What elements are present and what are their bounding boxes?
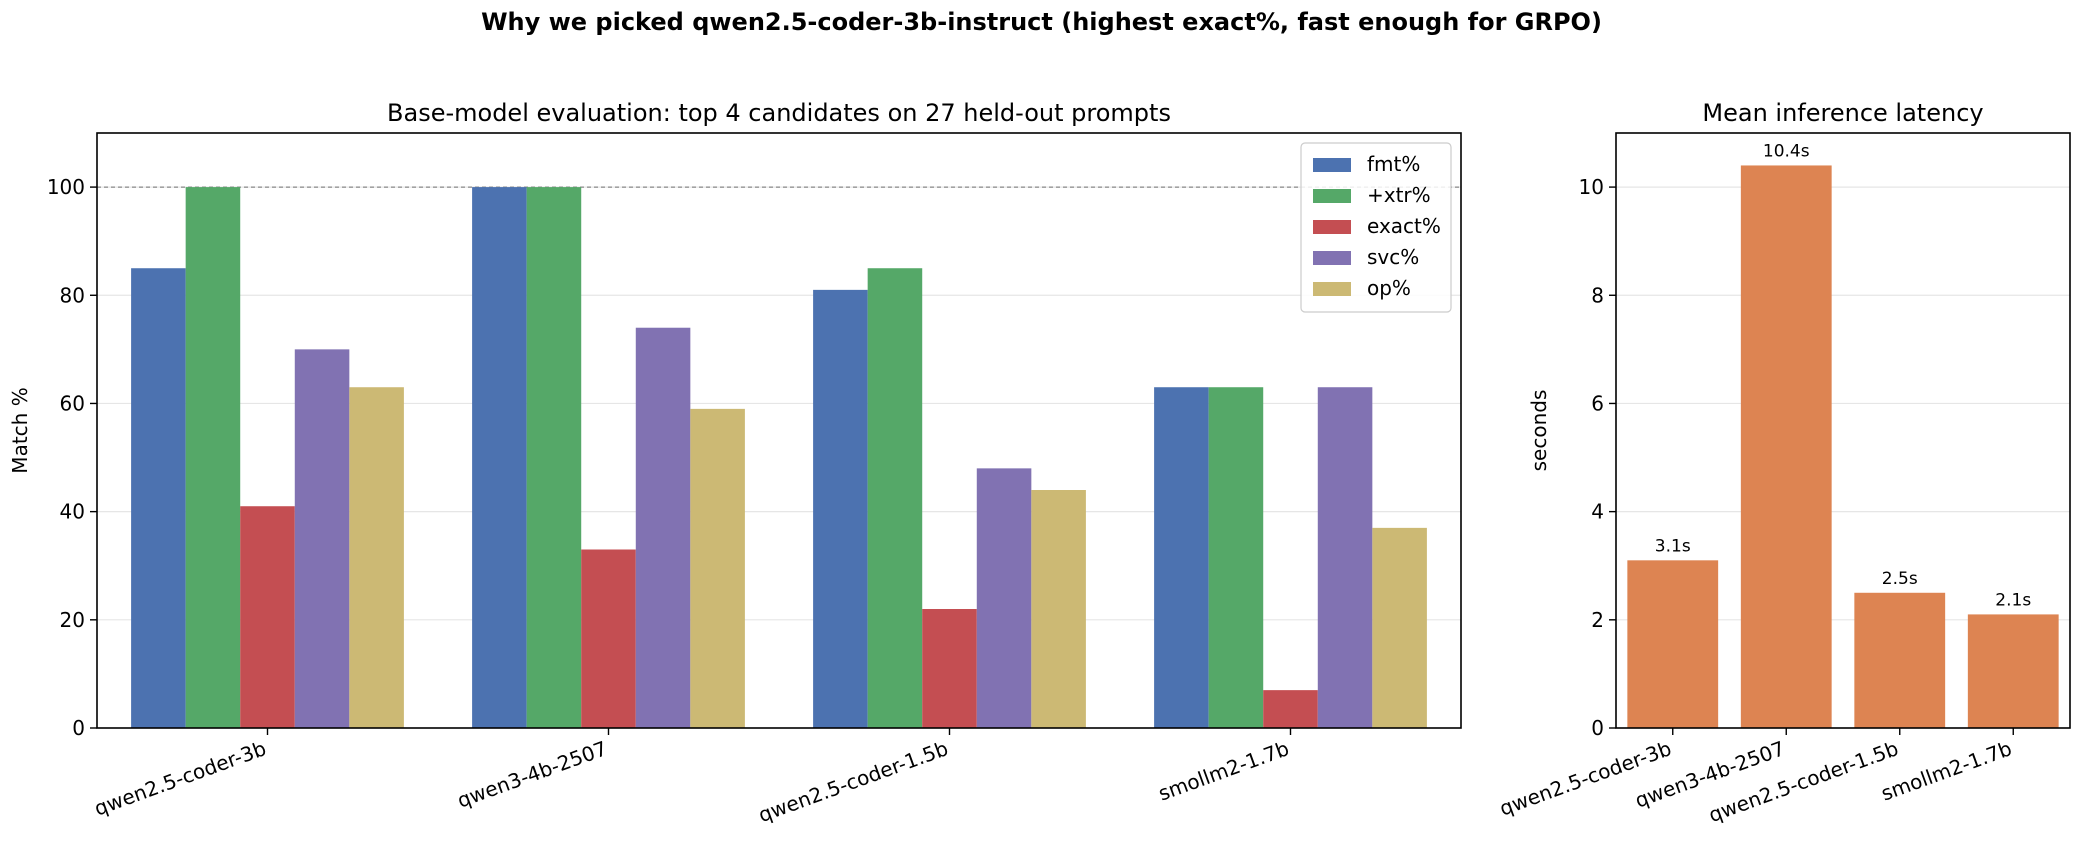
match-xtick-label-qwen2-5-coder-3b: qwen2.5-coder-3b [91, 736, 269, 820]
legend-swatch-op [1313, 282, 1351, 296]
bar-fmt-qwen2-5-coder-1-5b [813, 289, 868, 728]
latency-bar-smollm2-1-7b [1967, 614, 2059, 728]
bar-op-qwen2-5-coder-3b [349, 387, 404, 728]
legend-label-op: op% [1367, 276, 1411, 300]
bar-svc-qwen3-4b-2507 [635, 327, 691, 728]
legend-label-fmt: fmt% [1367, 152, 1420, 176]
bar-svc-qwen2-5-coder-3b [294, 349, 350, 728]
legend-swatch-fmt [1313, 158, 1351, 172]
bar-exact-qwen3-4b-2507 [581, 549, 636, 728]
bar-exact-qwen2-5-coder-1-5b [922, 609, 977, 728]
match-title: Base-model evaluation: top 4 candidates … [387, 99, 1171, 127]
match-axes-frame [96, 132, 1462, 729]
latency-value-label-qwen2-5-coder-3b: 3.1s [1655, 536, 1691, 556]
latency-chart-panel: 3.1s10.4s2.5s2.1s0246810qwen2.5-coder-3b… [1496, 99, 2071, 827]
bar-svc-qwen2-5-coder-1-5b [976, 468, 1032, 728]
bar-op-qwen3-4b-2507 [690, 408, 745, 728]
bar-op-qwen2-5-coder-1-5b [1031, 490, 1086, 728]
bar-xtr-smollm2-1-7b [1208, 387, 1264, 728]
match-ytick-label: 20 [60, 608, 85, 632]
bar-fmt-qwen2-5-coder-3b [131, 268, 186, 728]
bar-xtr-qwen2-5-coder-3b [185, 187, 241, 728]
bar-xtr-qwen3-4b-2507 [526, 187, 582, 728]
bar-fmt-qwen3-4b-2507 [472, 187, 527, 728]
latency-axes-frame [1615, 132, 2071, 729]
latency-value-label-qwen2-5-coder-1-5b: 2.5s [1882, 569, 1918, 589]
legend-swatch-exact [1313, 220, 1351, 234]
legend-label-svc: svc% [1367, 245, 1419, 269]
match-ytick-label: 60 [60, 391, 85, 415]
match-xtick-label-smollm2-1-7b: smollm2-1.7b [1155, 736, 1292, 805]
legend-box [1300, 142, 1452, 313]
legend-swatch-xtr [1313, 189, 1351, 203]
latency-bar-qwen3-4b-2507 [1740, 165, 1832, 729]
match-ylabel: Match % [8, 387, 32, 473]
figure-suptitle: Why we picked qwen2.5-coder-3b-instruct … [481, 8, 1602, 36]
match-ytick-label: 100 [47, 175, 85, 199]
latency-ytick-label: 10 [1579, 175, 1604, 199]
latency-ytick-label: 6 [1591, 391, 1604, 415]
latency-ylabel: seconds [1527, 390, 1551, 472]
legend-label-xtr: +xtr% [1367, 183, 1431, 207]
bar-fmt-smollm2-1-7b [1154, 387, 1209, 728]
match-ytick-label: 80 [60, 283, 85, 307]
latency-bar-qwen2-5-coder-1-5b [1854, 592, 1946, 728]
latency-bar-qwen2-5-coder-3b [1627, 560, 1719, 728]
latency-value-label-smollm2-1-7b: 2.1s [1995, 590, 2031, 610]
latency-ytick-label: 2 [1591, 608, 1604, 632]
bar-svc-smollm2-1-7b [1317, 387, 1373, 728]
match-xtick-label-qwen3-4b-2507: qwen3-4b-2507 [454, 736, 610, 812]
latency-xtick-label-smollm2-1-7b: smollm2-1.7b [1878, 736, 2015, 805]
latency-value-label-qwen3-4b-2507: 10.4s [1763, 141, 1810, 161]
bar-exact-qwen2-5-coder-3b [240, 506, 295, 728]
bar-exact-smollm2-1-7b [1263, 690, 1318, 728]
latency-xtick-label-qwen2-5-coder-1-5b: qwen2.5-coder-1.5b [1705, 736, 1901, 827]
match-xtick-label-qwen2-5-coder-1-5b: qwen2.5-coder-1.5b [755, 736, 951, 827]
latency-ytick-label: 4 [1591, 500, 1604, 524]
bar-op-smollm2-1-7b [1372, 527, 1427, 728]
latency-title: Mean inference latency [1702, 99, 1983, 127]
match-ytick-label: 0 [72, 716, 85, 740]
legend-swatch-svc [1313, 251, 1351, 265]
latency-ytick-label: 8 [1591, 283, 1604, 307]
match-chart-panel: 0 20 40 60 80 100 qwen2.5-coder-3b qwen3-4b-250… [8, 99, 1462, 827]
match-ytick-label: 40 [60, 500, 85, 524]
legend-label-exact: exact% [1367, 214, 1441, 238]
latency-ytick-label: 0 [1591, 716, 1604, 740]
bar-xtr-qwen2-5-coder-1-5b [867, 268, 923, 728]
